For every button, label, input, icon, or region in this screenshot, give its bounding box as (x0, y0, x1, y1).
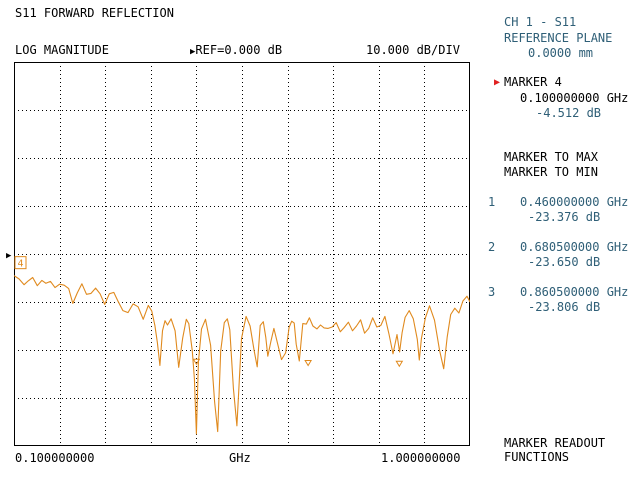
frequency-unit: GHz (229, 451, 251, 465)
active-marker-label: MARKER 4 (504, 75, 562, 89)
marker-to-min-button[interactable]: MARKER TO MIN (504, 165, 598, 179)
marker-1-glyph (192, 358, 201, 366)
marker-value: -23.376 dB (528, 210, 601, 224)
marker-to-max-button[interactable]: MARKER TO MAX (504, 150, 598, 164)
start-frequency: 0.100000000 (15, 451, 95, 465)
channel-label: CH 1 - S11 (504, 15, 577, 29)
marker-readout-button[interactable]: MARKER READOUT FUNCTIONS (504, 436, 605, 464)
marker-3-glyph (395, 360, 404, 368)
marker-2-glyph (304, 360, 313, 367)
marker-number: 1 (488, 195, 496, 209)
ref-level-label: REF=0.000 dB (195, 43, 283, 57)
marker-readout-functions-label: FUNCTIONS (504, 450, 570, 464)
marker-number: 3 (488, 285, 496, 299)
marker-number: 2 (488, 240, 496, 254)
format-label: LOG MAGNITUDE (15, 43, 109, 57)
marker-value: -23.806 dB (528, 300, 601, 314)
reference-plane-value: 0.0000 mm (528, 46, 594, 60)
trace-svg: 4 (14, 62, 470, 446)
ref-position-arrow-icon: ▶ (6, 251, 12, 261)
marker-4-tag: 4 (18, 259, 24, 270)
trace-plot[interactable]: 4 (14, 62, 470, 446)
marker-frequency: 0.460000000 GHz (520, 195, 629, 209)
marker-4-box (14, 256, 27, 270)
scale-label: 10.000 dB/DIV (366, 43, 460, 57)
ref-level: ▶REF=0.000 dB (190, 43, 282, 59)
reference-plane-label: REFERENCE PLANE (504, 31, 613, 45)
ref-arrow-icon: ▶ (190, 47, 196, 57)
marker-readout-label: MARKER READOUT (504, 436, 606, 450)
active-marker-frequency: 0.100000000 GHz (520, 91, 629, 105)
marker-value: -23.650 dB (528, 255, 601, 269)
trace-line (14, 275, 470, 435)
trace-title: S11 FORWARD REFLECTION (15, 6, 174, 20)
marker-frequency: 0.860500000 GHz (520, 285, 629, 299)
active-marker-arrow-icon: ▶ (494, 77, 501, 88)
active-marker-value: -4.512 dB (536, 106, 602, 120)
marker-frequency: 0.680500000 GHz (520, 240, 629, 254)
stop-frequency: 1.000000000 (381, 451, 461, 465)
